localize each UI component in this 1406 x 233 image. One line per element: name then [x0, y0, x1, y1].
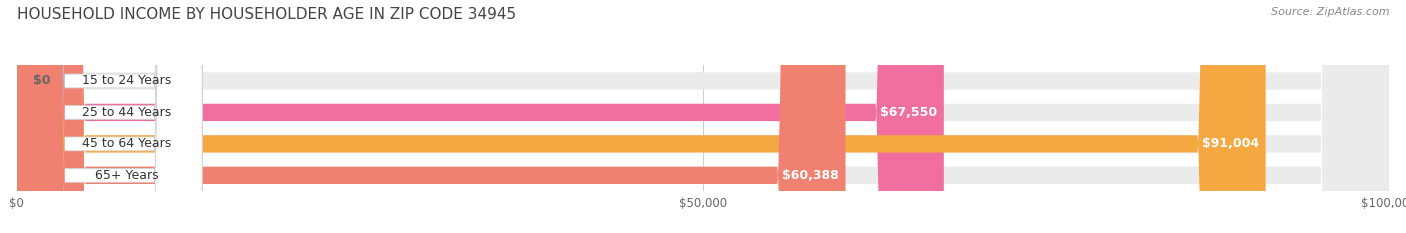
FancyBboxPatch shape	[10, 0, 65, 233]
Text: $0: $0	[34, 75, 51, 87]
Text: $91,004: $91,004	[1202, 137, 1258, 150]
FancyBboxPatch shape	[10, 0, 65, 233]
FancyBboxPatch shape	[17, 0, 1389, 233]
Text: $60,388: $60,388	[782, 169, 839, 182]
Text: 25 to 44 Years: 25 to 44 Years	[82, 106, 172, 119]
Text: HOUSEHOLD INCOME BY HOUSEHOLDER AGE IN ZIP CODE 34945: HOUSEHOLD INCOME BY HOUSEHOLDER AGE IN Z…	[17, 7, 516, 22]
FancyBboxPatch shape	[17, 0, 943, 233]
FancyBboxPatch shape	[17, 0, 1389, 233]
FancyBboxPatch shape	[17, 0, 202, 233]
FancyBboxPatch shape	[10, 0, 65, 233]
Text: 65+ Years: 65+ Years	[94, 169, 159, 182]
Text: $67,550: $67,550	[880, 106, 936, 119]
FancyBboxPatch shape	[10, 0, 65, 233]
Text: Source: ZipAtlas.com: Source: ZipAtlas.com	[1271, 7, 1389, 17]
FancyBboxPatch shape	[17, 0, 1265, 233]
FancyBboxPatch shape	[17, 0, 202, 233]
FancyBboxPatch shape	[17, 0, 202, 233]
FancyBboxPatch shape	[17, 0, 1389, 233]
Text: 15 to 24 Years: 15 to 24 Years	[82, 75, 172, 87]
FancyBboxPatch shape	[17, 0, 845, 233]
FancyBboxPatch shape	[17, 0, 202, 233]
Text: 45 to 64 Years: 45 to 64 Years	[82, 137, 172, 150]
FancyBboxPatch shape	[17, 0, 1389, 233]
